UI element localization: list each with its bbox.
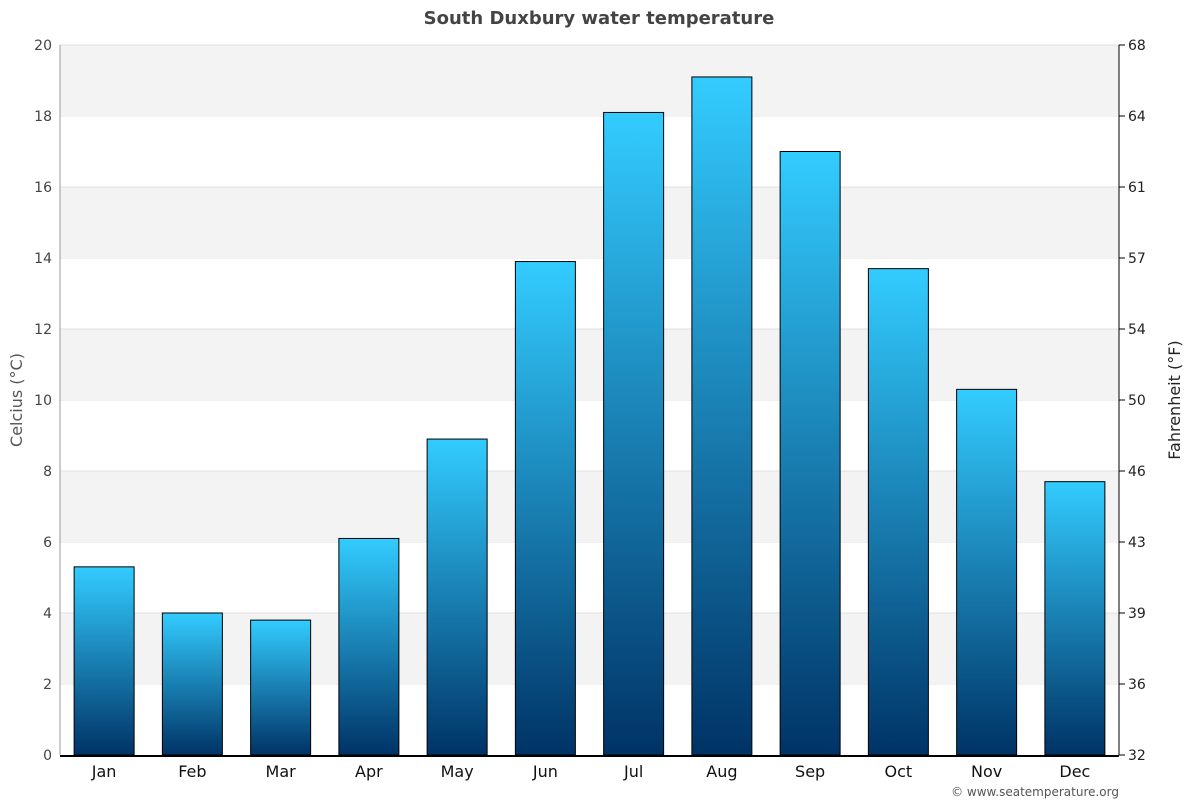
y2-tick-label: 57	[1128, 251, 1146, 267]
bar-may	[426, 438, 488, 756]
y2-tick-label: 68	[1128, 38, 1146, 54]
x-tick-label: Nov	[971, 762, 1002, 781]
y-tick-label: 4	[43, 606, 52, 622]
y2-tick-label: 64	[1128, 109, 1146, 125]
grid-band	[60, 45, 1119, 116]
y-tick-label: 6	[43, 535, 52, 551]
y-tick-label: 16	[34, 180, 52, 196]
x-tick-label: Jan	[91, 762, 117, 781]
bar-oct	[867, 268, 929, 756]
grid-band	[60, 613, 1119, 684]
y-tick-label: 20	[34, 38, 52, 54]
y-tick-label: 2	[43, 677, 52, 693]
bar-jul	[603, 111, 665, 756]
x-tick-label: Aug	[706, 762, 737, 781]
chart-title: South Duxbury water temperature	[424, 8, 775, 29]
y2-tick-label: 43	[1128, 535, 1146, 551]
x-tick-label: May	[441, 762, 474, 781]
x-tick-label: Feb	[178, 762, 206, 781]
bar-sep	[779, 151, 841, 756]
grid-band	[60, 187, 1119, 258]
bar-dec	[1044, 481, 1106, 756]
y-axis-label: Celcius (°C)	[7, 353, 26, 447]
x-tick-label: Jul	[623, 762, 643, 781]
y2-tick-label: 54	[1128, 322, 1146, 338]
y-tick-label: 12	[34, 322, 52, 338]
bar-apr	[338, 537, 400, 756]
grid-band	[60, 471, 1119, 542]
y-tick-label: 14	[34, 251, 52, 267]
bar-mar	[250, 619, 312, 756]
y2-tick-label: 61	[1128, 180, 1146, 196]
bar-jun	[514, 261, 576, 756]
bar-jan	[73, 566, 135, 756]
bar-nov	[956, 388, 1018, 756]
y-tick-label: 8	[43, 464, 52, 480]
x-tick-label: Dec	[1059, 762, 1090, 781]
y-tick-label: 10	[34, 393, 52, 409]
y2-axis-label: Fahrenheit (°F)	[1165, 340, 1184, 459]
y-tick-label: 18	[34, 109, 52, 125]
y2-tick-label: 32	[1128, 748, 1146, 764]
grid-band	[60, 329, 1119, 400]
y-tick-label: 0	[43, 748, 52, 764]
x-tick-label: Mar	[266, 762, 297, 781]
y2-tick-label: 50	[1128, 393, 1146, 409]
x-tick-label: Oct	[885, 762, 913, 781]
x-tick-label: Apr	[355, 762, 383, 781]
y2-tick-label: 46	[1128, 464, 1146, 480]
y2-tick-label: 39	[1128, 606, 1146, 622]
x-tick-label: Sep	[795, 762, 825, 781]
y2-tick-label: 36	[1128, 677, 1146, 693]
bar-aug	[691, 76, 753, 756]
x-tick-label: Jun	[532, 762, 558, 781]
bar-feb	[161, 612, 223, 756]
credit: © www.seatemperature.org	[951, 785, 1119, 799]
